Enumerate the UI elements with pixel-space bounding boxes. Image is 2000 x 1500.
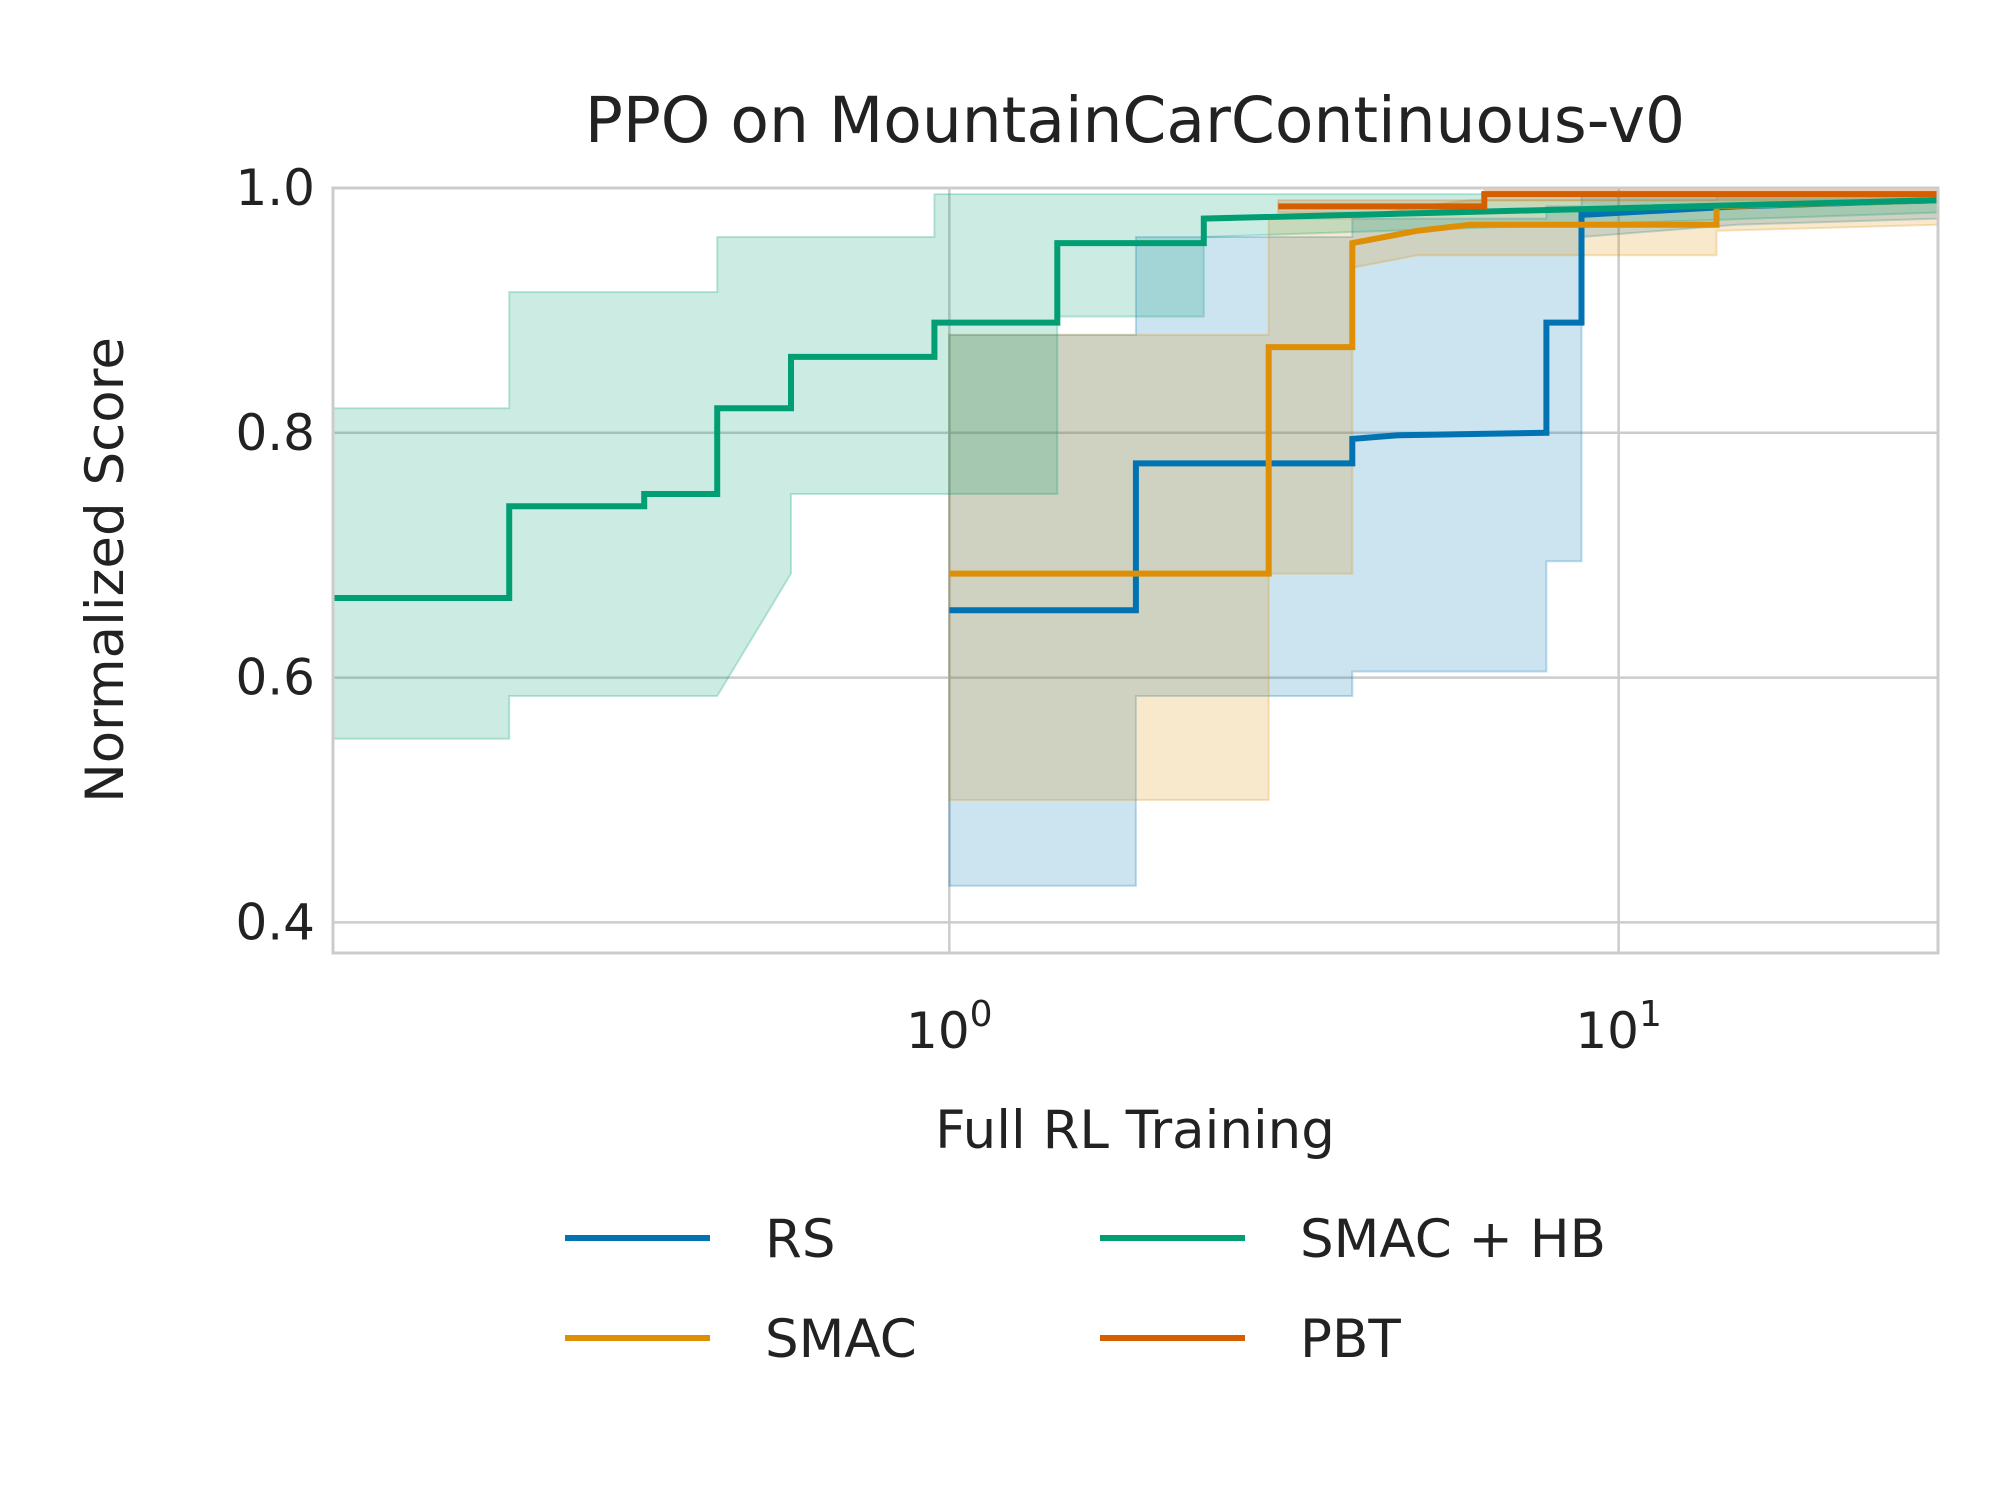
x-tick-labels: 100 101: [906, 994, 1662, 1060]
legend-label-rs: RS: [765, 1209, 835, 1270]
line-smac: [949, 197, 1939, 577]
y-axis-label: Normalized Score: [75, 337, 136, 803]
line-rs: [949, 197, 1939, 614]
y-tick-label: 1.0: [235, 159, 315, 217]
y-tick-label: 0.6: [235, 649, 315, 707]
legend-label-pbt: PBT: [1300, 1309, 1401, 1370]
plot-frame: [331, 186, 1940, 955]
x-axis-label: Full RL Training: [935, 1100, 1335, 1161]
legend: RS SMAC SMAC + HB PBT: [565, 1209, 1606, 1370]
chart-title: PPO on MountainCarContinuous-v0: [585, 84, 1685, 157]
series-lines: [333, 191, 1939, 614]
y-tick-label: 0.8: [235, 404, 315, 462]
line-smac-hb: [333, 197, 1939, 601]
line-pbt: [1278, 191, 1938, 210]
y-tick-labels: 0.4 0.6 0.8 1.0: [235, 159, 315, 951]
legend-label-smac-hb: SMAC + HB: [1300, 1209, 1606, 1270]
x-tick-label: 101: [1575, 994, 1662, 1060]
y-tick-label: 0.4: [235, 893, 315, 951]
x-tick-label: 100: [906, 994, 993, 1060]
legend-label-smac: SMAC: [765, 1309, 917, 1370]
